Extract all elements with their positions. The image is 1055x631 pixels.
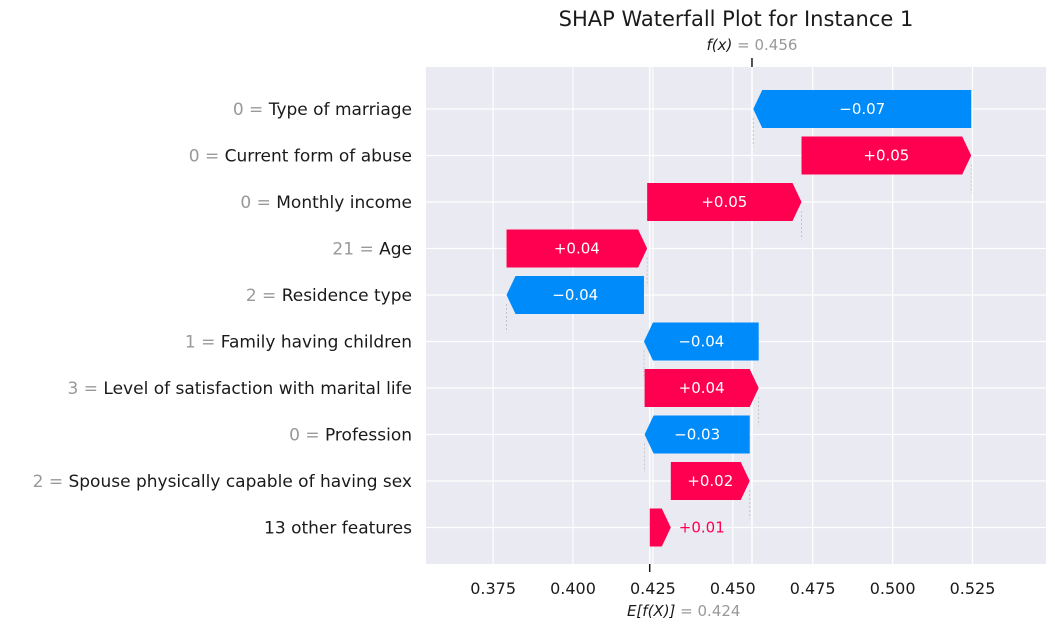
feature-label: 0 = Type of marriage: [233, 100, 412, 120]
waterfall-bar: [506, 229, 648, 268]
x-tick-label: 0.475: [790, 579, 836, 598]
bar-value-label: −0.04: [678, 333, 724, 351]
feature-name: Residence type: [282, 286, 412, 306]
x-tick-label: 0.400: [550, 579, 596, 598]
feature-value: 0 =: [240, 193, 276, 213]
bar-value-label: +0.05: [863, 147, 909, 165]
chart-title: SHAP Waterfall Plot for Instance 1: [559, 7, 914, 31]
bar-value-label: +0.04: [679, 379, 725, 397]
feature-label: 21 = Age: [332, 240, 412, 260]
base-annotation: E[f(X)] = 0.424: [627, 602, 741, 620]
waterfall-bar: [753, 90, 972, 128]
feature-value: 2 =: [33, 472, 69, 492]
feature-value: 3 =: [68, 379, 104, 399]
feature-label: 0 = Profession: [289, 426, 412, 446]
feature-label: 0 = Monthly income: [240, 193, 412, 213]
feature-label: 13 other features: [264, 519, 412, 539]
x-tick-label: 0.525: [950, 579, 996, 598]
bar-value-label: −0.04: [552, 286, 598, 304]
waterfall-bar: [647, 183, 802, 221]
waterfall-bar: [506, 276, 644, 314]
feature-name: Profession: [325, 426, 412, 446]
feature-value: 21 =: [332, 240, 379, 260]
annotations: f(x) = 0.456 E[f(X)] = 0.424: [627, 36, 797, 620]
bar-value-label: −0.03: [674, 426, 720, 444]
waterfall-bar: [644, 415, 750, 454]
bar-value-label: +0.02: [687, 472, 733, 490]
waterfall-bar: [644, 369, 759, 407]
waterfall-bar: [801, 136, 972, 175]
feature-name: Type of marriage: [268, 100, 412, 120]
feature-value: 0 =: [289, 426, 325, 446]
feature-label: 0 = Current form of abuse: [189, 147, 412, 167]
x-tick-label: 0.450: [710, 579, 756, 598]
feature-name: Age: [379, 240, 412, 260]
feature-name: 13 other features: [264, 519, 412, 539]
feature-name: Level of satisfaction with marital life: [103, 379, 412, 399]
bar-value-label: +0.01: [679, 519, 725, 537]
feature-name: Spouse physically capable of having sex: [68, 472, 412, 492]
feature-value: 0 =: [189, 147, 225, 167]
waterfall-bar: [643, 322, 759, 361]
feature-name: Current form of abuse: [225, 147, 412, 167]
bars-layer: −0.07 +0.05 +0.05 +0.04 −0.04 −0.04 +0.04 −0.03…: [506, 90, 972, 547]
x-axis-ticks: 0.375 0.400 0.425 0.450 0.475 0.500 0.525: [470, 579, 995, 598]
x-tick-label: 0.500: [870, 579, 916, 598]
feature-name: Family having children: [221, 333, 412, 353]
feature-label: 2 = Residence type: [246, 286, 412, 306]
feature-label: 2 = Spouse physically capable of having …: [33, 472, 412, 492]
feature-value: 2 =: [246, 286, 282, 306]
fx-annotation: f(x) = 0.456: [707, 36, 798, 54]
feature-label: 1 = Family having children: [185, 333, 412, 353]
bar-value-label: +0.05: [701, 193, 747, 211]
feature-name: Monthly income: [276, 193, 412, 213]
feature-value: 1 =: [185, 333, 221, 353]
x-tick-label: 0.375: [470, 579, 516, 598]
waterfall-bar: [670, 462, 750, 500]
bar-value-label: +0.04: [554, 240, 600, 258]
feature-label: 3 = Level of satisfaction with marital l…: [68, 379, 412, 399]
bar-value-label: −0.07: [839, 100, 885, 118]
x-tick-label: 0.425: [630, 579, 676, 598]
feature-value: 0 =: [233, 100, 269, 120]
waterfall-bar: [649, 508, 671, 547]
